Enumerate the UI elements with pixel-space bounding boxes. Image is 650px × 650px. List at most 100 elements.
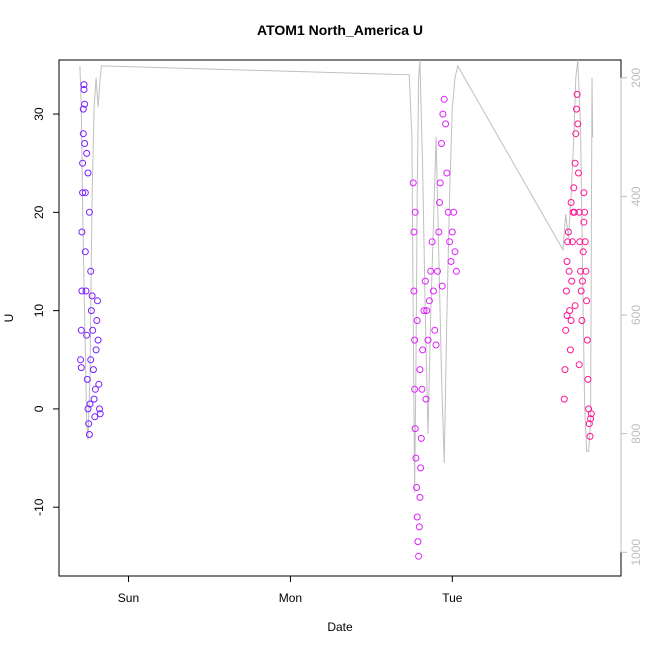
data-point <box>424 336 432 344</box>
data-point <box>577 267 584 275</box>
data-points-group <box>77 81 595 560</box>
data-point <box>580 189 588 197</box>
data-point <box>583 336 591 344</box>
data-point <box>570 208 578 216</box>
data-point <box>435 228 443 236</box>
data-point <box>95 380 103 388</box>
data-point <box>584 375 592 383</box>
data-point <box>581 208 589 216</box>
data-point <box>85 420 93 428</box>
data-point <box>79 105 87 113</box>
data-point <box>573 90 581 98</box>
data-point <box>444 208 452 216</box>
data-point <box>411 385 419 393</box>
data-point <box>440 95 448 103</box>
data-point <box>439 110 447 118</box>
data-point <box>84 169 92 177</box>
data-point <box>81 189 89 197</box>
data-point <box>443 169 451 177</box>
data-point <box>81 140 89 147</box>
data-point <box>564 238 572 246</box>
data-point <box>586 432 594 440</box>
y-tick-label: 10 <box>32 304 46 318</box>
data-point <box>431 326 439 334</box>
data-point <box>568 277 576 285</box>
y-tick-label: 0 <box>32 405 46 412</box>
y2-tick-label: 600 <box>629 305 643 325</box>
data-point <box>77 364 85 372</box>
data-point <box>577 287 585 295</box>
data-point <box>411 425 419 433</box>
data-point <box>412 454 420 462</box>
data-point <box>576 238 584 246</box>
data-point <box>91 385 99 393</box>
data-point <box>93 317 101 324</box>
data-point <box>438 140 445 147</box>
data-point <box>411 336 419 344</box>
data-point <box>419 346 427 354</box>
data-point <box>90 395 98 403</box>
data-point <box>416 493 424 501</box>
data-point <box>580 218 588 226</box>
data-point <box>416 366 424 374</box>
data-point <box>417 464 425 472</box>
y-axis-label: U <box>2 314 16 323</box>
data-point <box>96 410 104 418</box>
data-point <box>81 248 89 256</box>
data-point <box>409 179 417 187</box>
data-point <box>568 238 576 246</box>
data-point <box>448 228 456 236</box>
data-point <box>80 86 88 93</box>
data-point <box>425 297 433 305</box>
data-point <box>410 287 418 295</box>
data-point <box>573 105 580 113</box>
data-point <box>582 267 590 275</box>
data-point <box>561 366 569 374</box>
data-point <box>579 277 586 285</box>
data-point <box>432 341 440 349</box>
data-point <box>427 267 435 275</box>
data-point <box>579 248 587 256</box>
data-point <box>411 208 419 216</box>
y-tick-label: 30 <box>32 107 46 121</box>
axes-group: Sun Mon Tue -10 0 10 20 30 200 400 600 800 1000 <box>32 67 643 605</box>
y2-tick-label: 800 <box>629 423 643 443</box>
data-point <box>85 431 93 438</box>
data-point <box>434 267 441 275</box>
data-point <box>428 238 436 246</box>
data-point <box>452 267 460 275</box>
data-point <box>438 282 446 290</box>
data-point <box>572 130 580 138</box>
data-point <box>77 356 85 364</box>
data-point <box>83 331 91 339</box>
data-point <box>77 326 85 334</box>
x-tick-label: Tue <box>442 591 463 605</box>
data-point <box>571 159 579 167</box>
data-point <box>87 356 95 364</box>
data-point <box>571 302 579 310</box>
data-point <box>422 395 430 403</box>
data-point <box>451 248 459 256</box>
data-point <box>450 208 458 216</box>
data-point <box>421 277 429 285</box>
data-point <box>581 238 589 246</box>
data-point <box>413 513 421 521</box>
data-point <box>563 258 571 265</box>
data-point <box>89 366 97 374</box>
data-point <box>575 169 582 177</box>
data-point <box>575 361 583 369</box>
pressure-line-group <box>79 59 594 494</box>
plot-frame <box>58 59 622 577</box>
data-point <box>574 120 582 128</box>
data-point <box>413 484 421 491</box>
data-point <box>88 292 96 300</box>
data-point <box>578 317 586 324</box>
data-point <box>563 312 571 319</box>
x-tick-label: Sun <box>118 591 139 605</box>
data-point <box>86 400 94 408</box>
data-point <box>585 420 593 428</box>
data-point <box>562 287 570 295</box>
data-point <box>414 538 422 546</box>
data-point <box>83 149 91 157</box>
